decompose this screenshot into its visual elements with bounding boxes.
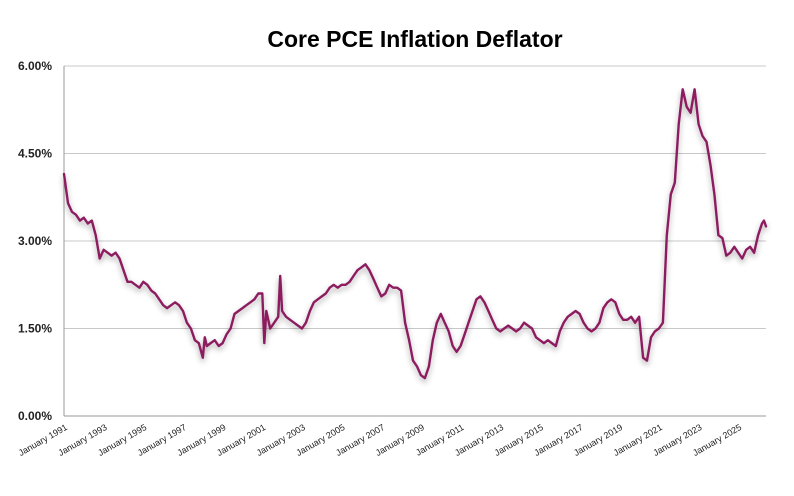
y-tick-label: 4.50% (18, 147, 52, 161)
series-line (62, 88, 768, 380)
series-layer (62, 88, 768, 380)
y-tick-label: 3.00% (18, 234, 52, 248)
y-tick-label: 6.00% (18, 59, 52, 73)
y-axis-ticks: 0.00% 1.50% 3.00% 4.50% 6.00% (18, 59, 52, 423)
grid (63, 65, 766, 417)
y-tick-label: 0.00% (18, 409, 52, 423)
chart-title: Core PCE Inflation Deflator (267, 26, 562, 52)
y-tick-label: 1.50% (18, 322, 52, 336)
